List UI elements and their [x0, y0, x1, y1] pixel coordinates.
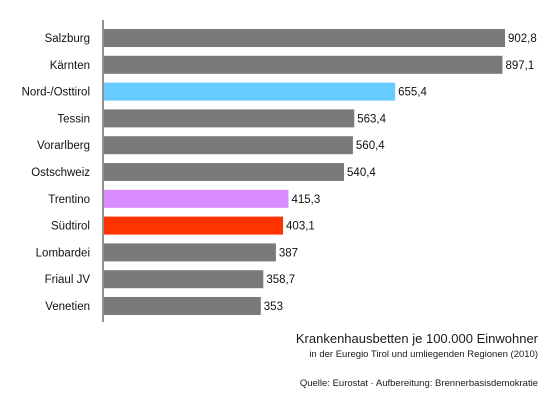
- bar: [104, 109, 355, 128]
- bar: [104, 216, 284, 235]
- bar: [104, 163, 345, 181]
- value-label: 353: [264, 301, 283, 313]
- bar: [104, 297, 261, 315]
- category-label: Venetien: [45, 301, 90, 313]
- value-label: 897,1: [505, 60, 534, 72]
- bar: [104, 189, 289, 208]
- bar: [104, 136, 353, 155]
- bar: [104, 243, 276, 262]
- value-label: 655,4: [398, 87, 427, 99]
- value-label: 387: [279, 247, 298, 259]
- category-label: Ostschweiz: [31, 167, 90, 179]
- value-label: 560,4: [356, 140, 385, 152]
- chart-subtitle: in der Euregio Tirol und umliegenden Reg…: [309, 349, 538, 360]
- category-label: Kärnten: [50, 60, 90, 72]
- chart-source: Quelle: Eurostat · Aufbereitung: Brenner…: [299, 378, 538, 389]
- category-label: Friaul JV: [45, 274, 91, 286]
- chart-title: Krankenhausbetten je 100.000 Einwohner: [295, 331, 538, 346]
- category-label: Tessin: [57, 113, 90, 125]
- bar-chart: Salzburg 902,8 Kärnten 897,1 Nord-/Osttirol 6…: [22, 20, 537, 322]
- value-label: 902,8: [508, 33, 537, 45]
- category-label: Südtirol: [51, 221, 90, 233]
- value-label: 540,4: [347, 167, 376, 179]
- category-label: Trentino: [48, 194, 90, 206]
- value-label: 358,7: [266, 274, 295, 286]
- category-label: Nord-/Osttirol: [22, 87, 90, 99]
- bar: [104, 29, 505, 47]
- category-label: Vorarlberg: [37, 140, 90, 152]
- value-label: 563,4: [357, 113, 386, 125]
- category-label: Salzburg: [45, 33, 90, 45]
- bar: [104, 82, 396, 101]
- bar: [104, 55, 503, 74]
- category-label: Lombardei: [36, 247, 90, 259]
- value-label: 403,1: [286, 221, 315, 233]
- value-label: 415,3: [291, 194, 320, 206]
- bar: [104, 270, 264, 289]
